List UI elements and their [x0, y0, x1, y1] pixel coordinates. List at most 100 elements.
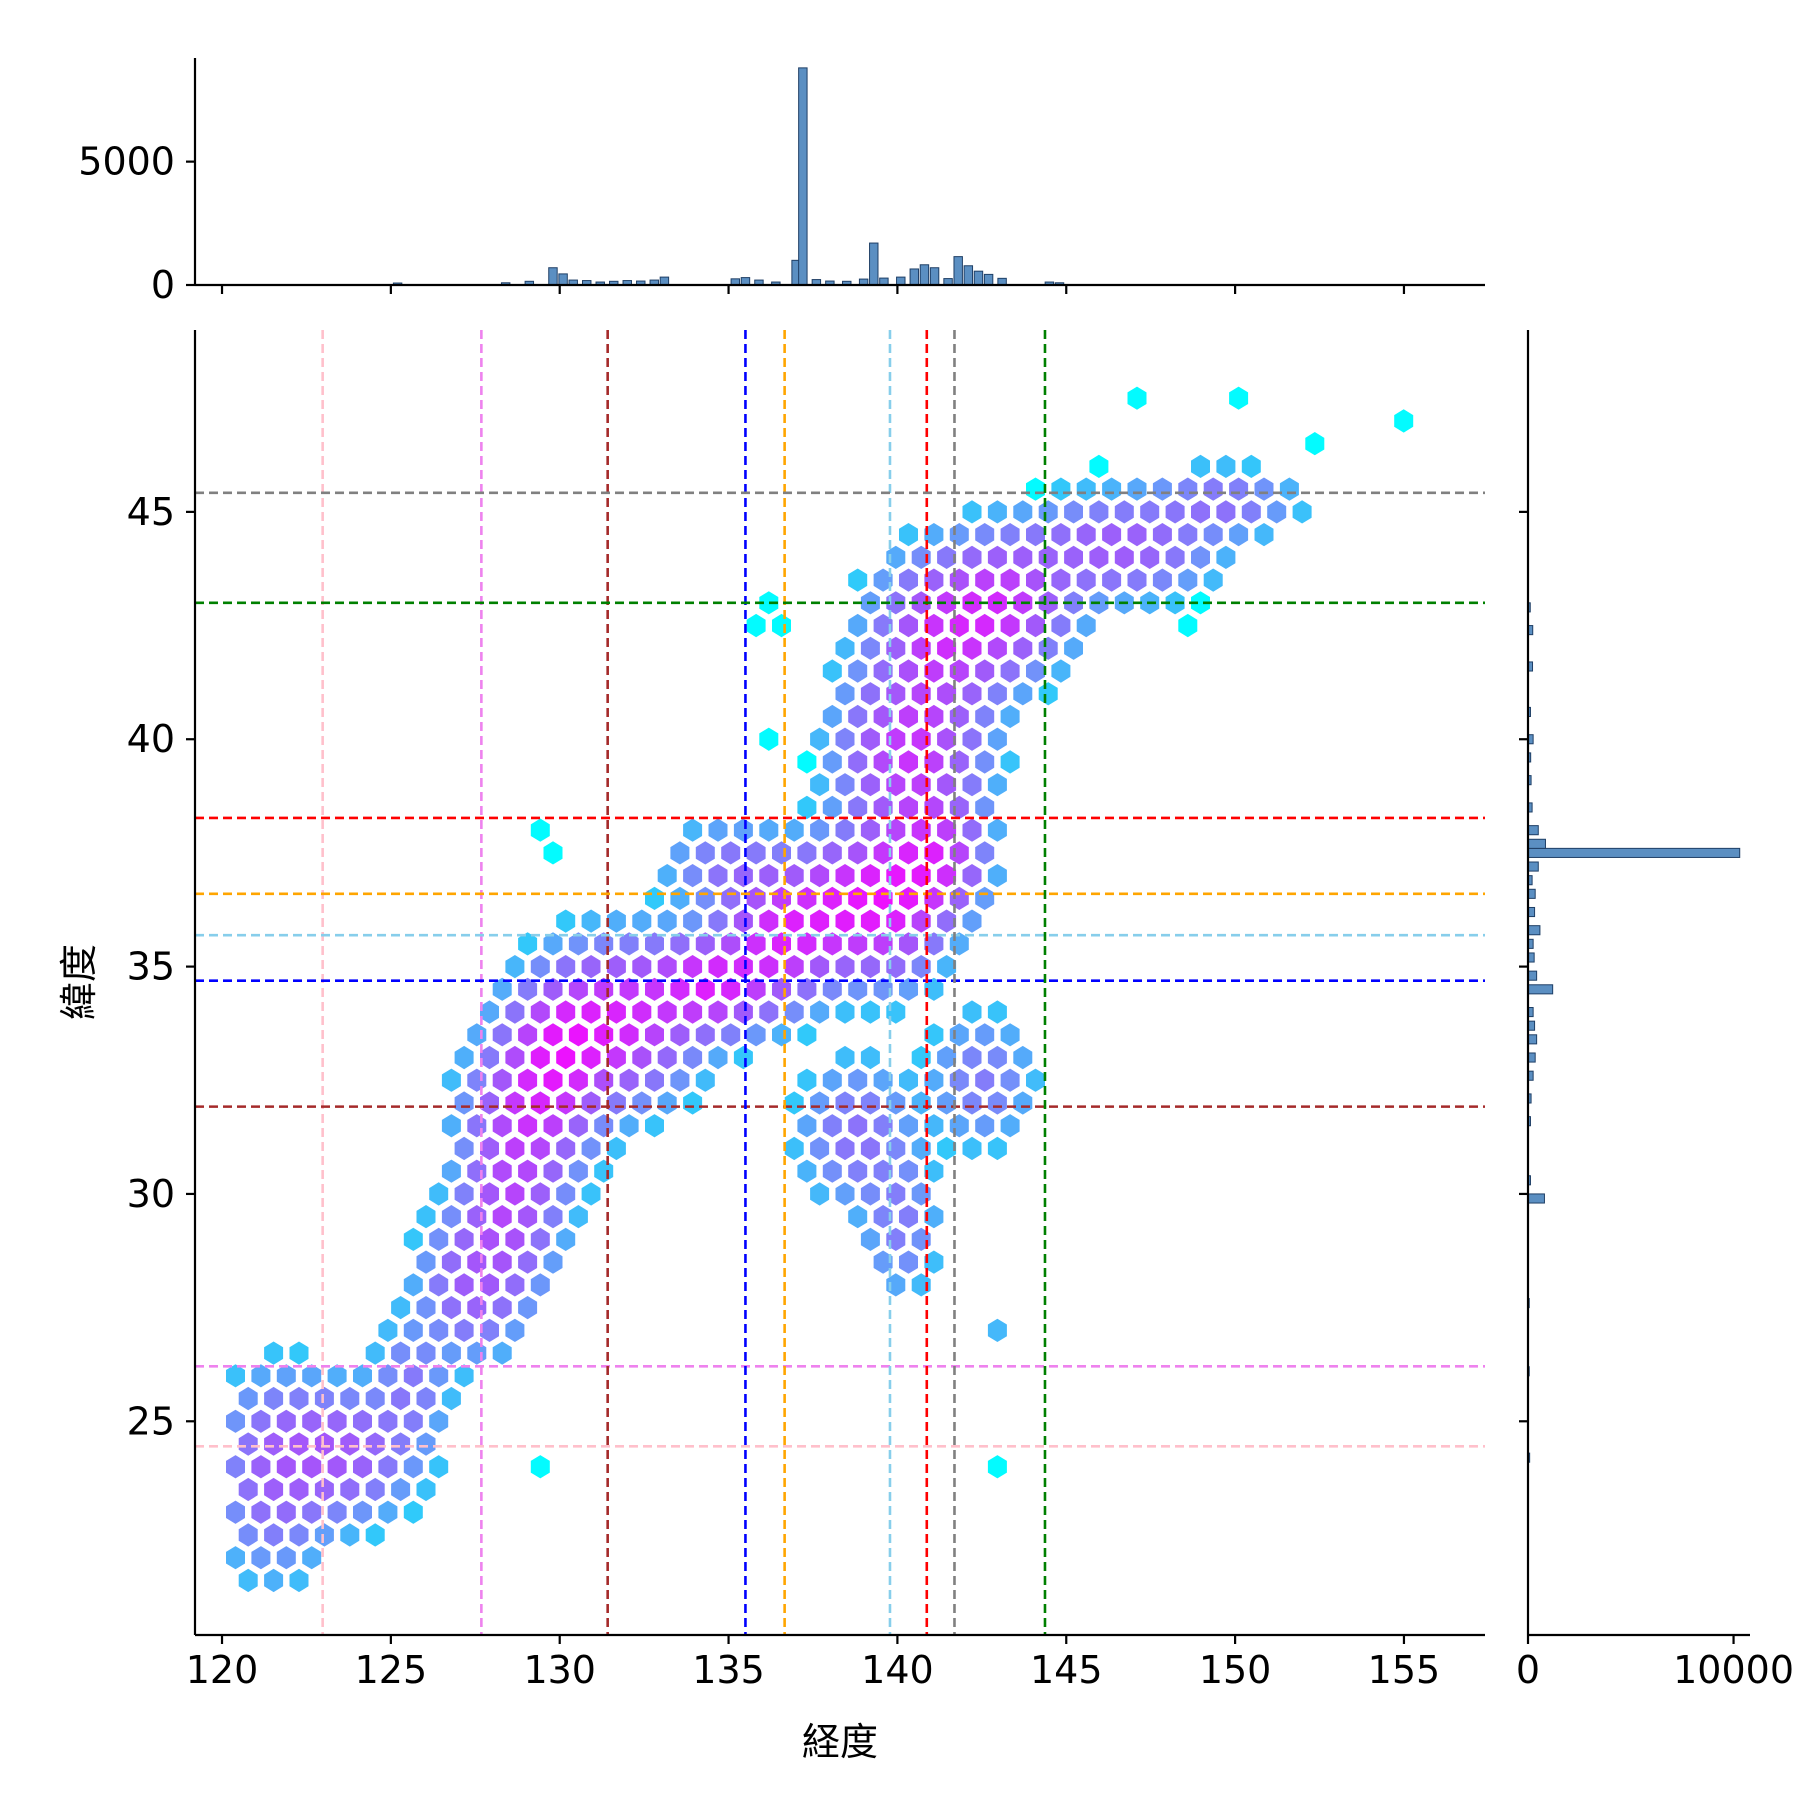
hex-cell	[594, 1159, 614, 1183]
hex-cell	[810, 909, 830, 933]
hex-cell	[873, 659, 893, 683]
hex-cell	[962, 864, 982, 888]
hex-cell	[238, 1432, 258, 1456]
hex-cell	[822, 795, 842, 820]
hex-cell	[619, 1023, 639, 1047]
hex-cell	[645, 932, 664, 956]
x-tick-label: 155	[1368, 1648, 1441, 1692]
hex-cell	[543, 1205, 563, 1229]
hex-cell	[848, 977, 868, 1001]
hex-cell	[822, 977, 842, 1001]
histogram-bar	[929, 267, 940, 286]
hex-cell	[403, 1500, 423, 1524]
hex-cell	[962, 636, 982, 660]
hex-cell	[480, 1318, 499, 1342]
hex-cell	[987, 1318, 1007, 1342]
hex-cell	[391, 1296, 411, 1320]
hex-cell	[733, 909, 753, 933]
hex-cell	[1000, 750, 1020, 774]
hex-cell	[264, 1568, 284, 1593]
y-tick-label: 30	[127, 1172, 175, 1216]
hex-cell	[226, 1546, 245, 1570]
hex-cell	[822, 659, 842, 683]
hex-cell	[518, 977, 538, 1001]
hex-cell	[899, 1114, 918, 1138]
hex-cell	[1013, 545, 1033, 569]
hex-cell	[1026, 613, 1045, 638]
hex-cell	[987, 1000, 1007, 1024]
hex-cell	[441, 1341, 461, 1365]
hex-cell	[429, 1273, 449, 1297]
tick-labels: 120 125 130 135 140 145 150 155 25 30 35 40 45 0 5000 0…	[78, 140, 1794, 1692]
hex-cell	[530, 818, 550, 842]
hex-cell	[1191, 545, 1210, 569]
hex-cell	[1000, 1023, 1020, 1047]
hex-cell	[276, 1409, 296, 1433]
hex-cell	[441, 1250, 461, 1274]
hex-cell	[454, 1318, 474, 1342]
hex-cell	[860, 1000, 880, 1024]
hex-cell	[911, 545, 931, 569]
hex-cell	[467, 1250, 487, 1274]
hex-cell	[454, 1136, 474, 1161]
hex-cell	[568, 1159, 588, 1183]
hex-cell	[429, 1318, 449, 1342]
hex-cell	[962, 773, 982, 797]
marginal-x-histogram	[392, 67, 1065, 286]
hex-cell	[1051, 523, 1071, 547]
hex-cell	[746, 932, 766, 956]
hex-cell	[962, 1091, 982, 1115]
hex-cell	[556, 1227, 576, 1251]
hex-cell	[949, 841, 969, 865]
hex-cell	[937, 818, 957, 842]
histogram-bar	[1527, 970, 1538, 981]
hex-cell	[848, 704, 868, 729]
hex-cell	[873, 977, 893, 1001]
hex-cell	[975, 1068, 995, 1092]
hex-cell	[1254, 523, 1274, 547]
hex-cell	[391, 1341, 411, 1365]
hex-cell	[264, 1477, 284, 1502]
hex-cell	[568, 977, 588, 1001]
hex-cell	[543, 1250, 563, 1274]
hex-cell	[1191, 454, 1210, 478]
hex-cell	[289, 1523, 309, 1547]
hex-cell	[480, 1000, 499, 1024]
hex-cell	[873, 750, 893, 774]
hex-cell	[619, 1114, 639, 1138]
histogram-bar	[1527, 861, 1539, 872]
hex-cell	[899, 1250, 918, 1274]
hex-cell	[1241, 454, 1261, 478]
histogram-bar	[869, 242, 879, 286]
hex-cell	[1064, 500, 1083, 524]
hex-cell	[987, 818, 1007, 842]
hex-cell	[505, 955, 525, 979]
hex-cell	[962, 1136, 982, 1161]
y-tick-label: 35	[127, 945, 175, 989]
hex-cell	[340, 1477, 360, 1502]
hex-cell	[276, 1546, 296, 1570]
hex-cell	[340, 1523, 360, 1547]
hex-cell	[416, 1341, 436, 1365]
hex-cell	[505, 1091, 525, 1115]
hex-cell	[708, 1045, 728, 1070]
hex-cell	[518, 1023, 538, 1047]
hex-cell	[899, 523, 918, 547]
hex-cell	[289, 1341, 309, 1365]
hex-cell	[708, 864, 728, 888]
hex-cell	[937, 1091, 957, 1115]
hex-cell	[683, 1000, 703, 1024]
hex-cell	[924, 1159, 944, 1183]
hexbin-cells	[226, 386, 1414, 1593]
hex-cell	[924, 750, 944, 774]
hex-cell	[238, 1523, 258, 1547]
hex-cell	[670, 841, 690, 865]
hex-cell	[835, 1000, 855, 1024]
hex-cell	[1216, 454, 1236, 478]
hex-cell	[911, 727, 931, 751]
hex-cell	[759, 727, 779, 751]
hex-cell	[759, 909, 779, 933]
hex-cell	[416, 1477, 436, 1502]
hex-cell	[1165, 500, 1185, 524]
hex-cell	[353, 1364, 372, 1388]
